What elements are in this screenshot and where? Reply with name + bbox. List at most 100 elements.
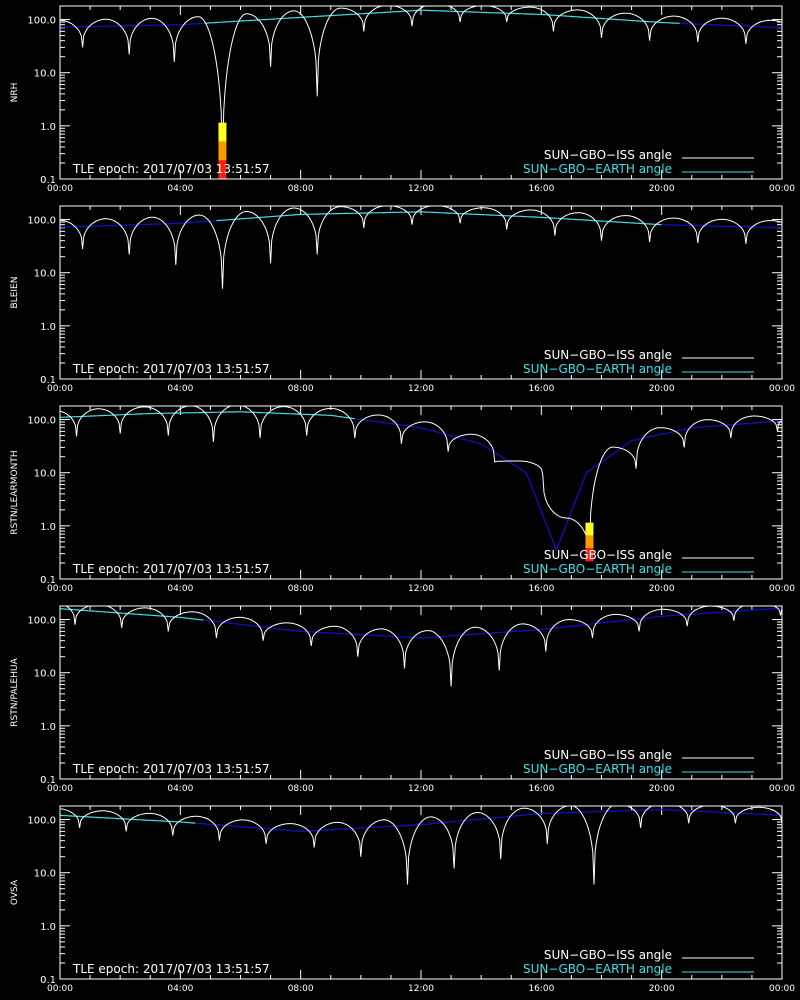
x-tick-label: 00:00 — [769, 384, 795, 394]
y-tick-label: 0.1 — [40, 175, 56, 186]
x-tick-label: 08:00 — [288, 384, 314, 394]
x-tick-label: 08:00 — [288, 784, 314, 794]
earth-angle-line-below-horizon — [196, 808, 783, 833]
x-tick-label: 16:00 — [528, 384, 554, 394]
iss-angle-line — [60, 6, 782, 179]
plot-frame — [59, 405, 783, 580]
x-tick-label: 16:00 — [528, 784, 554, 794]
y-tick-label: 1.0 — [40, 722, 56, 733]
iss-angle-line — [60, 806, 782, 885]
plot-frame — [59, 5, 783, 180]
x-tick-label: 00:00 — [769, 984, 795, 994]
x-tick-label: 12:00 — [408, 384, 434, 394]
y-tick-label: 10.0 — [34, 669, 56, 680]
x-tick-label: 20:00 — [649, 984, 675, 994]
station-label: BLEIEN — [10, 277, 20, 309]
plot-frame — [59, 805, 783, 980]
station-label: RSTN/PALEHUA — [10, 657, 20, 726]
plot-frame — [59, 605, 783, 780]
x-tick-label: 00:00 — [47, 584, 73, 594]
y-tick-label: 0.1 — [40, 575, 56, 586]
y-tick-label: 0.1 — [40, 975, 56, 986]
y-tick-label: 100.0 — [27, 216, 56, 227]
iss-angle-line — [60, 406, 782, 561]
legend-earth-label: SUN−GBO−EARTH angle — [523, 962, 672, 976]
x-tick-label: 16:00 — [528, 584, 554, 594]
x-tick-label: 00:00 — [769, 584, 795, 594]
earth-angle-line-below-horizon — [355, 418, 782, 552]
x-tick-label: 12:00 — [408, 584, 434, 594]
legend-iss-label: SUN−GBO−ISS angle — [544, 948, 672, 962]
x-tick-label: 04:00 — [167, 184, 193, 194]
earth-angle-line-below-horizon — [204, 607, 783, 639]
station-label: OVSA — [10, 879, 20, 905]
earth-angle-line — [60, 814, 196, 824]
x-tick-label: 20:00 — [649, 384, 675, 394]
y-tick-label: 100.0 — [27, 816, 56, 827]
tle-epoch-label: TLE epoch: 2017/07/03 13:51:57 — [72, 962, 270, 976]
obstruction-bar — [218, 160, 227, 180]
legend-earth-label: SUN−GBO−EARTH angle — [523, 562, 672, 576]
panel: RSTN/LEARMONTH 0.1 1.0 10.0 100.0 00:00 04:00 0… — [10, 405, 795, 594]
x-tick-label: 00:00 — [769, 184, 795, 194]
y-tick-label: 100.0 — [27, 416, 56, 427]
obstruction-bar — [218, 141, 227, 161]
y-tick-label: 10.0 — [34, 69, 56, 80]
y-tick-label: 0.1 — [40, 375, 56, 386]
legend-iss-label: SUN−GBO−ISS angle — [544, 348, 672, 362]
x-tick-label: 20:00 — [649, 584, 675, 594]
x-tick-label: 20:00 — [649, 784, 675, 794]
iss-angle-line — [65, 606, 782, 687]
obstruction-bar — [585, 522, 594, 536]
x-tick-label: 12:00 — [408, 184, 434, 194]
legend-iss-label: SUN−GBO−ISS angle — [544, 748, 672, 762]
x-tick-label: 16:00 — [528, 184, 554, 194]
x-tick-label: 00:00 — [47, 184, 73, 194]
y-tick-label: 1.0 — [40, 922, 56, 933]
legend-earth-label: SUN−GBO−EARTH angle — [523, 162, 672, 176]
x-tick-label: 00:00 — [47, 984, 73, 994]
y-tick-label: 0.1 — [40, 775, 56, 786]
x-tick-label: 00:00 — [47, 784, 73, 794]
tle-epoch-label: TLE epoch: 2017/07/03 13:51:57 — [72, 362, 270, 376]
earth-angle-line-below-horizon — [60, 22, 782, 29]
x-tick-label: 04:00 — [167, 984, 193, 994]
y-tick-label: 1.0 — [40, 522, 56, 533]
legend-earth-label: SUN−GBO−EARTH angle — [523, 362, 672, 376]
plot-frame — [59, 205, 783, 380]
x-tick-label: 04:00 — [167, 384, 193, 394]
x-tick-label: 00:00 — [47, 384, 73, 394]
x-tick-label: 08:00 — [288, 184, 314, 194]
earth-angle-line — [216, 211, 662, 226]
x-tick-label: 04:00 — [167, 784, 193, 794]
earth-angle-line — [59, 411, 355, 420]
legend-iss-label: SUN−GBO−ISS angle — [544, 548, 672, 562]
earth-angle-line-below-horizon — [60, 220, 782, 229]
panel: RSTN/PALEHUA 0.1 1.0 10.0 100.0 00:00 04:00 08:… — [10, 605, 795, 794]
x-tick-label: 12:00 — [408, 784, 434, 794]
y-tick-label: 10.0 — [34, 269, 56, 280]
obstruction-bar — [218, 122, 227, 142]
x-tick-label: 20:00 — [649, 184, 675, 194]
x-tick-label: 12:00 — [408, 984, 434, 994]
legend-earth-label: SUN−GBO−EARTH angle — [523, 762, 672, 776]
x-tick-label: 04:00 — [167, 584, 193, 594]
y-tick-label: 1.0 — [40, 122, 56, 133]
panel: BLEIEN 0.1 1.0 10.0 100.0 00:00 04:00 08:00 12:0… — [10, 205, 795, 394]
y-tick-label: 1.0 — [40, 322, 56, 333]
panel: NRH 0.1 1.0 10.0 100.0 00:00 04:00 08:00 12:00 16… — [10, 5, 795, 194]
y-tick-label: 100.0 — [27, 616, 56, 627]
x-tick-label: 16:00 — [528, 984, 554, 994]
obstruction-bar — [585, 548, 594, 562]
earth-angle-line — [59, 608, 204, 621]
iss-angle-line — [60, 206, 782, 289]
earth-angle-line — [204, 9, 680, 24]
x-tick-label: 08:00 — [288, 584, 314, 594]
tle-epoch-label: TLE epoch: 2017/07/03 13:51:57 — [72, 762, 270, 776]
tle-epoch-label: TLE epoch: 2017/07/03 13:51:57 — [72, 562, 270, 576]
y-tick-label: 100.0 — [27, 16, 56, 27]
legend-iss-label: SUN−GBO−ISS angle — [544, 148, 672, 162]
obstruction-bar — [585, 535, 594, 549]
y-tick-label: 10.0 — [34, 469, 56, 480]
